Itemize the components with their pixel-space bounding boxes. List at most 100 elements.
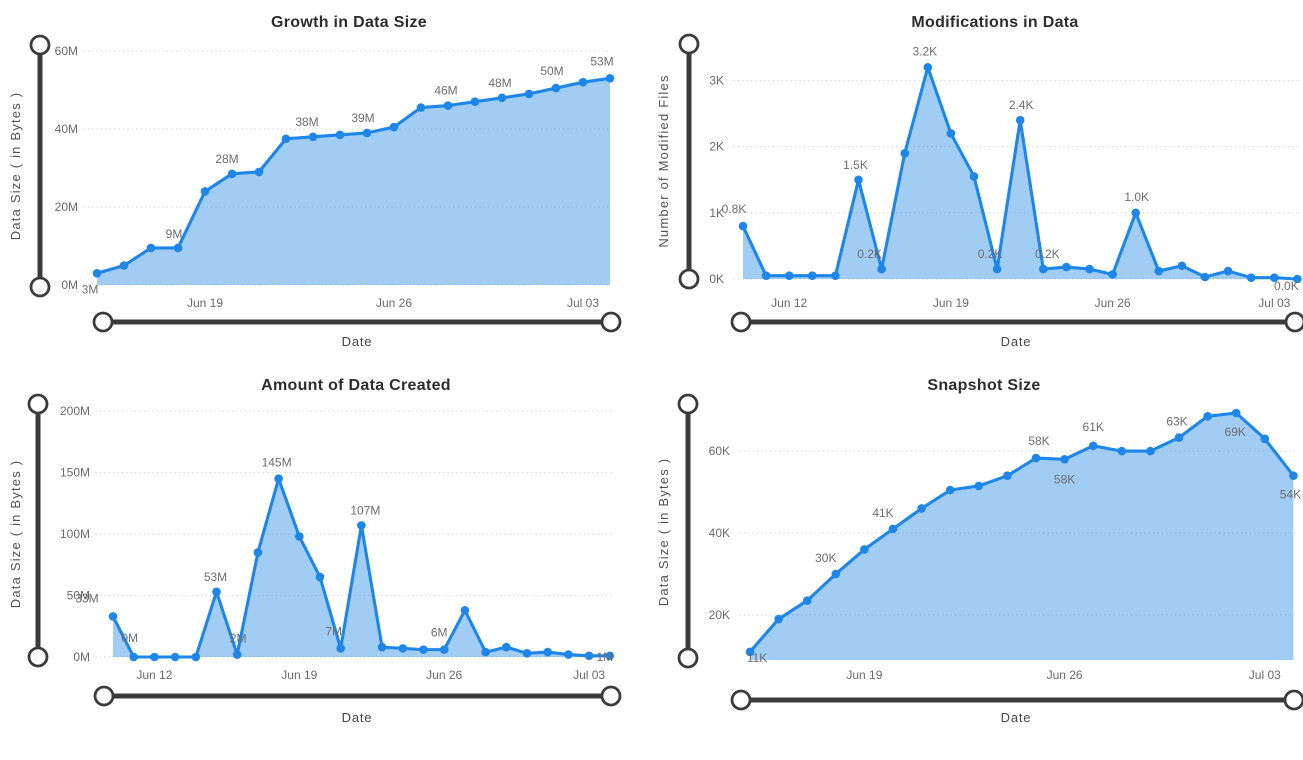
- data-point[interactable]: [416, 103, 426, 112]
- data-point[interactable]: [802, 596, 812, 605]
- data-point[interactable]: [315, 572, 325, 582]
- data-point[interactable]: [1177, 261, 1187, 271]
- x-zoom-slider-handle-right[interactable]: [600, 311, 622, 333]
- data-point[interactable]: [173, 243, 183, 253]
- x-zoom-slider-handle-left[interactable]: [730, 689, 752, 711]
- data-point[interactable]: [831, 569, 841, 579]
- data-point[interactable]: [470, 97, 480, 106]
- data-point[interactable]: [1146, 446, 1155, 456]
- data-point[interactable]: [774, 614, 783, 624]
- y-zoom-slider-handle-bottom[interactable]: [678, 268, 700, 290]
- x-zoom-slider-handle-right[interactable]: [1283, 689, 1303, 711]
- data-point[interactable]: [1062, 262, 1071, 272]
- data-point[interactable]: [357, 521, 366, 530]
- x-zoom-slider-handle-right[interactable]: [1284, 311, 1303, 333]
- data-point[interactable]: [992, 264, 1002, 274]
- data-point[interactable]: [443, 101, 453, 110]
- data-point[interactable]: [170, 652, 180, 662]
- data-point[interactable]: [917, 504, 926, 513]
- data-point[interactable]: [1108, 270, 1117, 279]
- data-point[interactable]: [481, 647, 490, 657]
- data-point[interactable]: [108, 612, 118, 621]
- data-point[interactable]: [1231, 408, 1241, 418]
- data-point[interactable]: [831, 271, 840, 280]
- data-point[interactable]: [1015, 115, 1025, 125]
- data-point[interactable]: [227, 169, 237, 179]
- data-point[interactable]: [1200, 272, 1210, 282]
- data-point[interactable]: [146, 243, 156, 253]
- data-point[interactable]: [605, 74, 615, 83]
- data-point[interactable]: [761, 271, 771, 280]
- data-point[interactable]: [362, 128, 372, 138]
- data-point[interactable]: [191, 652, 201, 662]
- data-point[interactable]: [969, 172, 979, 181]
- data-point[interactable]: [232, 650, 242, 659]
- data-point[interactable]: [564, 650, 573, 659]
- data-point[interactable]: [923, 62, 933, 72]
- data-point[interactable]: [1260, 434, 1270, 444]
- data-point[interactable]: [398, 644, 408, 653]
- data-point[interactable]: [584, 651, 594, 661]
- y-zoom-slider-handle-bottom[interactable]: [29, 276, 51, 298]
- x-zoom-slider-handle-left[interactable]: [92, 311, 114, 333]
- y-zoom-slider-handle-bottom[interactable]: [27, 646, 49, 668]
- data-point[interactable]: [1289, 471, 1298, 480]
- y-zoom-slider-handle-top[interactable]: [27, 393, 49, 415]
- data-point[interactable]: [295, 532, 304, 541]
- data-point[interactable]: [551, 83, 561, 93]
- data-point[interactable]: [129, 652, 138, 662]
- data-point[interactable]: [543, 647, 552, 657]
- data-point[interactable]: [1246, 273, 1256, 282]
- data-point[interactable]: [212, 587, 221, 597]
- data-point[interactable]: [1270, 273, 1279, 282]
- data-point[interactable]: [150, 652, 159, 662]
- data-point[interactable]: [945, 485, 955, 495]
- data-point[interactable]: [460, 605, 470, 615]
- data-point[interactable]: [522, 649, 532, 658]
- x-zoom-slider-handle-left[interactable]: [730, 311, 752, 333]
- data-point[interactable]: [1085, 264, 1094, 274]
- data-point[interactable]: [200, 187, 210, 196]
- data-point[interactable]: [946, 129, 956, 138]
- data-point[interactable]: [1203, 411, 1212, 421]
- x-zoom-slider-handle-right[interactable]: [600, 685, 622, 707]
- data-point[interactable]: [808, 271, 817, 280]
- data-point[interactable]: [974, 481, 984, 491]
- data-point[interactable]: [281, 134, 291, 144]
- data-point[interactable]: [336, 644, 346, 653]
- data-point[interactable]: [377, 642, 387, 652]
- data-point[interactable]: [1088, 441, 1098, 451]
- data-point[interactable]: [605, 651, 615, 661]
- data-point[interactable]: [784, 271, 794, 280]
- data-point[interactable]: [900, 148, 909, 158]
- data-point[interactable]: [1003, 471, 1012, 480]
- data-point[interactable]: [578, 77, 588, 87]
- data-point[interactable]: [1039, 264, 1048, 274]
- data-point[interactable]: [738, 221, 748, 231]
- y-zoom-slider-handle-bottom[interactable]: [677, 647, 699, 669]
- data-point[interactable]: [335, 130, 345, 140]
- data-point[interactable]: [389, 122, 399, 132]
- data-point[interactable]: [877, 264, 886, 274]
- data-point[interactable]: [1031, 453, 1041, 463]
- data-point[interactable]: [888, 524, 898, 534]
- data-point[interactable]: [1174, 433, 1184, 442]
- data-point[interactable]: [119, 261, 129, 270]
- y-zoom-slider-handle-top[interactable]: [677, 393, 699, 415]
- y-zoom-slider-handle-top[interactable]: [29, 34, 51, 56]
- data-point[interactable]: [860, 545, 869, 554]
- data-point[interactable]: [1154, 266, 1164, 276]
- data-point[interactable]: [497, 93, 507, 103]
- data-point[interactable]: [419, 645, 428, 654]
- data-point[interactable]: [502, 642, 511, 652]
- x-zoom-slider-handle-left[interactable]: [93, 685, 115, 707]
- data-point[interactable]: [854, 175, 863, 185]
- data-point[interactable]: [92, 269, 102, 278]
- data-point[interactable]: [308, 132, 318, 142]
- y-zoom-slider-handle-top[interactable]: [678, 33, 700, 55]
- data-point[interactable]: [1293, 274, 1302, 284]
- data-point[interactable]: [439, 645, 449, 654]
- data-point[interactable]: [524, 89, 534, 99]
- data-point[interactable]: [254, 167, 264, 177]
- data-point[interactable]: [1131, 208, 1140, 218]
